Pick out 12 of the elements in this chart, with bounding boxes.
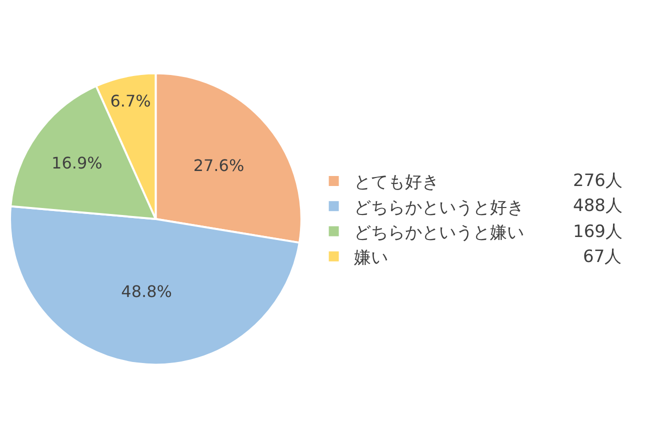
text: 488人: [573, 196, 622, 216]
data-label: 48.8%: [121, 282, 172, 301]
data-label: 27.6%: [193, 156, 244, 176]
text: 169人: [573, 222, 622, 242]
data-label: 6.7%: [110, 92, 151, 111]
legend-label: どちらかというと好き: [354, 198, 524, 218]
text: 67人: [583, 247, 622, 267]
legend-label: 嫌い: [354, 248, 388, 268]
legend-label: とても好き: [354, 172, 439, 193]
text: 276人: [573, 171, 622, 191]
legend-label: どちらかというと嫌い: [354, 222, 524, 243]
data-label: 16.9%: [52, 153, 102, 172]
